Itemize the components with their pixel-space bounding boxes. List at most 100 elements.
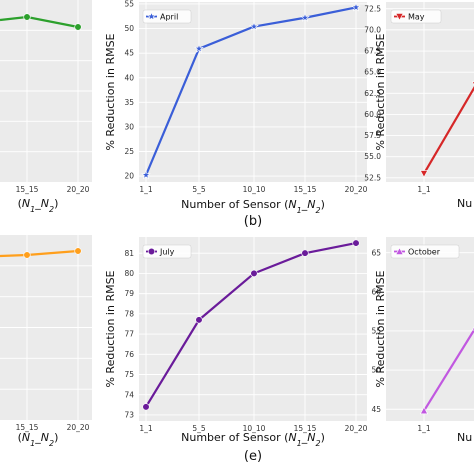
y-tick-label: 67.5 xyxy=(364,47,381,56)
x-tick-label: 15_15 xyxy=(294,424,317,433)
y-tick-label: 50 xyxy=(371,366,381,375)
x-axis-label: (N1_N2) xyxy=(18,431,59,448)
y-tick-label: 74 xyxy=(124,390,134,399)
y-tick-label: 35 xyxy=(124,98,134,107)
x-tick-label: 1_1 xyxy=(417,424,431,433)
plot-area xyxy=(386,237,474,421)
x-tick-label: 5_5 xyxy=(192,185,206,194)
y-tick-label: 20 xyxy=(124,172,134,181)
x-axis-label-part: ) xyxy=(54,197,58,210)
y-tick-label: 45 xyxy=(371,405,381,414)
y-tick-label: 30 xyxy=(124,123,134,132)
y-tick-label: 73 xyxy=(124,411,134,420)
data-point xyxy=(194,43,204,53)
series-line xyxy=(423,328,474,412)
data-point xyxy=(300,12,310,22)
legend-label: October xyxy=(408,248,441,257)
x-tick-label: 1_1 xyxy=(139,424,153,433)
y-tick-label: 65 xyxy=(371,248,381,257)
legend-swatch-marker xyxy=(147,247,156,256)
x-axis-label: Number of Sensor (N1_N2) xyxy=(181,431,325,448)
x-axis-label-part: 2 xyxy=(49,205,54,214)
y-tick-label: 60 xyxy=(371,287,381,296)
plot-area xyxy=(139,237,367,421)
data-point xyxy=(419,406,429,415)
x-axis-label: (N1_N2) xyxy=(18,197,59,214)
x-axis-label-part: ( xyxy=(18,197,22,210)
y-tick-label: 40 xyxy=(124,73,134,82)
data-point xyxy=(23,251,31,259)
y-tick-label: 52.5 xyxy=(364,173,381,182)
x-axis-label-part: ) xyxy=(321,198,325,211)
legend-box xyxy=(142,244,192,259)
data-point xyxy=(352,239,360,247)
y-tick-label: 25 xyxy=(124,147,134,156)
x-tick-label: 15_15 xyxy=(16,423,39,432)
x-tick-label: 20_20 xyxy=(67,423,90,432)
legend-label: July xyxy=(159,248,175,257)
data-point xyxy=(301,249,309,257)
y-tick-label: 70.0 xyxy=(364,25,381,34)
x-tick-label: 1_1 xyxy=(417,185,431,194)
x-axis-label-part: Number of Sensor ( xyxy=(181,431,288,444)
y-tick-label: 72.5 xyxy=(364,4,381,13)
legend-swatch-marker xyxy=(395,13,404,21)
x-tick-label: 20_20 xyxy=(345,185,368,194)
legend-box xyxy=(390,244,460,259)
y-tick-label: 78 xyxy=(124,309,134,318)
x-axis-label-part: 2 xyxy=(315,439,320,448)
x-axis-label-part: N xyxy=(288,431,296,444)
y-tick-label: 57.5 xyxy=(364,131,381,140)
x-axis-label-part: _N xyxy=(34,197,49,210)
x-axis-label-part: Nu xyxy=(457,197,472,210)
x-axis-label-part: 1 xyxy=(30,205,35,214)
plot-area xyxy=(386,2,474,182)
legend-label: April xyxy=(160,13,178,22)
y-tick-label: 55 xyxy=(371,327,381,336)
y-tick-label: 79 xyxy=(124,289,134,298)
y-axis-label: % Reduction in RMSE xyxy=(104,270,117,387)
y-tick-label: 77 xyxy=(124,330,134,339)
subplot-caption: (b) xyxy=(244,214,262,229)
y-axis-label: % Reduction in RMSE xyxy=(374,33,387,150)
x-tick-label: 20_20 xyxy=(345,424,368,433)
y-tick-label: 75 xyxy=(124,370,134,379)
x-axis-label-part: 1 xyxy=(297,439,302,448)
x-axis-label-part: ) xyxy=(321,431,325,444)
series-line xyxy=(423,86,474,175)
x-axis-label-part: ( xyxy=(18,431,22,444)
x-tick-label: 10_10 xyxy=(243,424,266,433)
x-axis-label-part: 2 xyxy=(49,439,54,448)
plot-area xyxy=(139,2,367,182)
x-axis-label-part: Nu xyxy=(457,431,472,444)
x-axis-label-part: N xyxy=(288,198,296,211)
y-tick-label: 55.0 xyxy=(364,152,381,161)
x-axis-label-part: Number of Sensor ( xyxy=(181,198,288,211)
x-axis-label: Nu xyxy=(457,431,472,444)
x-axis-label: Nu xyxy=(457,197,472,210)
legend-box xyxy=(142,9,192,24)
subplot-caption: (e) xyxy=(244,449,262,464)
legend-swatch-marker xyxy=(395,247,404,255)
y-tick-label: 76 xyxy=(124,350,134,359)
x-tick-label: 5_5 xyxy=(192,424,206,433)
y-tick-label: 80 xyxy=(124,269,134,278)
y-tick-label: 50 xyxy=(124,24,134,33)
y-tick-label: 62.5 xyxy=(364,89,381,98)
data-point xyxy=(351,2,361,12)
data-point xyxy=(74,23,82,31)
data-point xyxy=(249,21,259,31)
y-tick-label: 55 xyxy=(124,0,134,9)
x-axis-label-part: N xyxy=(22,197,30,210)
legend-label: May xyxy=(408,13,425,22)
x-axis-label-part: ) xyxy=(54,431,58,444)
x-axis-label-part: _N xyxy=(301,431,316,444)
y-tick-label: 65.0 xyxy=(364,68,381,77)
x-axis-label: Number of Sensor (N1_N2) xyxy=(181,198,325,215)
data-point xyxy=(142,403,150,411)
data-point xyxy=(23,13,31,21)
x-axis-label-part: 1 xyxy=(30,439,35,448)
x-axis-label-part: N xyxy=(22,431,30,444)
y-tick-label: 81 xyxy=(124,249,134,258)
